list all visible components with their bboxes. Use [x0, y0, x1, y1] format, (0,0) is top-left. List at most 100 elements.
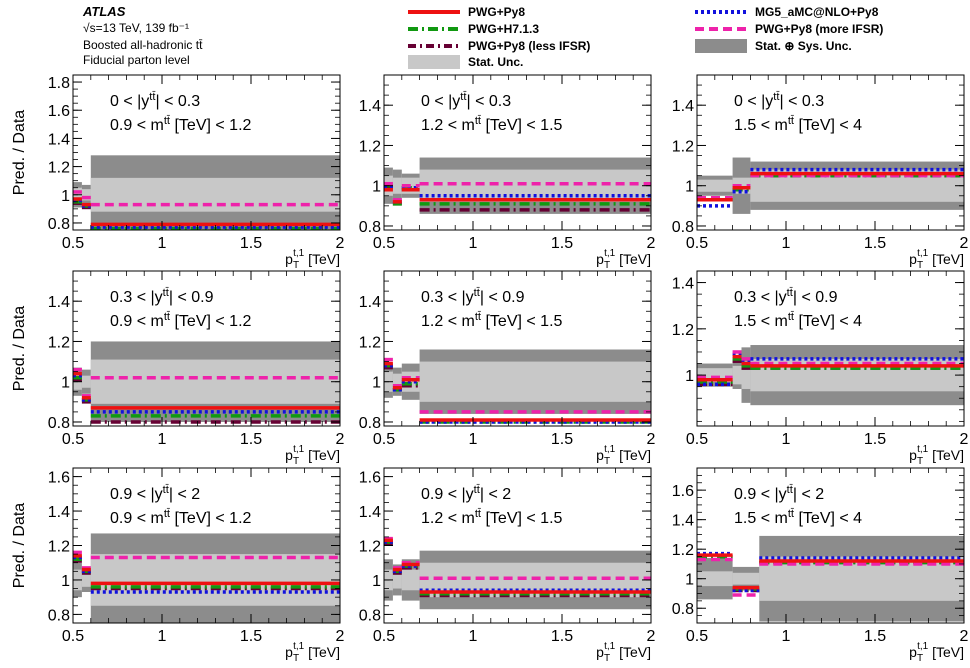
y-tick-label: 1	[685, 368, 694, 385]
annotation-rapidity: 0.9 < |ytt̄| < 2	[734, 484, 824, 503]
y-tick-label: 1	[372, 573, 381, 590]
stat-unc-band	[697, 571, 733, 587]
plot-area	[73, 341, 340, 424]
x-tick-label: 0.5	[62, 628, 84, 645]
x-tick-label: 1.5	[551, 235, 573, 252]
annotation-mass: 1.5 < mtt̄ [TeV] < 4	[734, 508, 862, 527]
atlas-label: ATLAS	[83, 4, 126, 19]
y-tick-label: 1.4	[672, 513, 694, 530]
x-axis-label: pTt,1 [TeV]	[285, 444, 340, 467]
y-axis-label: Pred. / Data	[11, 306, 28, 391]
x-tick-label: 2	[647, 628, 656, 645]
y-tick-label: 1.4	[359, 294, 381, 311]
y-tick-label: 1	[61, 375, 70, 392]
y-tick-label: 1.2	[48, 334, 70, 351]
stat-unc-band	[90, 359, 340, 404]
plot-frame	[383, 74, 652, 231]
plot-frame	[696, 74, 965, 231]
y-tick-label: 1.4	[672, 98, 694, 115]
y-tick-label: 1.2	[672, 322, 694, 339]
x-axis-label: pTt,1 [TeV]	[285, 641, 340, 664]
y-tick-label: 1.6	[359, 470, 381, 487]
legend-label: PWG+Py8 (less IFSR)	[468, 39, 591, 53]
x-tick-label: 0.5	[686, 628, 708, 645]
legend-swatch-less-ifsr	[408, 44, 460, 48]
y-tick-label: 1.2	[359, 539, 381, 556]
y-tick-label: 0.8	[359, 219, 381, 236]
x-tick-label: 1	[158, 628, 167, 645]
y-tick-label: 1.4	[359, 98, 381, 115]
x-tick-label: 0.5	[62, 235, 84, 252]
y-tick-label: 1	[372, 179, 381, 196]
plot-frame	[696, 270, 965, 427]
y-axis-label: Pred. / Data	[11, 110, 28, 195]
annotation-mass: 0.9 < mtt̄ [TeV] < 1.2	[110, 508, 252, 527]
y-tick-label: 1.4	[672, 276, 694, 293]
y-tick-label: 0.8	[359, 415, 381, 432]
plot-area	[73, 533, 340, 623]
plot-area	[697, 157, 964, 214]
legend-label: PWG+Py8 (more IFSR)	[755, 22, 884, 36]
plot-area	[697, 535, 964, 622]
x-tick-label: 1	[469, 431, 478, 448]
x-tick-label: 0.5	[686, 431, 708, 448]
stat-unc-band	[697, 179, 733, 192]
x-axis-label: pTt,1 [TeV]	[596, 248, 651, 271]
annotation-mass: 0.9 < mtt̄ [TeV] < 1.2	[110, 311, 252, 330]
legend-label: PWG+Py8	[468, 5, 526, 19]
y-tick-label: 1.8	[48, 75, 70, 92]
stat-unc-band	[81, 573, 91, 587]
annotation-mass: 1.5 < mtt̄ [TeV] < 4	[734, 311, 862, 330]
stat-unc-band	[741, 361, 751, 389]
legend-label: PWG+H7.1.3	[468, 22, 540, 36]
y-tick-label: 1	[372, 375, 381, 392]
x-tick-label: 1.5	[551, 628, 573, 645]
x-tick-label: 2	[960, 235, 969, 252]
stat-unc-band	[401, 569, 420, 591]
legend-swatch-mg5	[695, 10, 747, 14]
x-tick-label: 0.5	[62, 431, 84, 448]
stat-unc-band	[90, 177, 340, 212]
y-tick-label: 0.8	[672, 219, 694, 236]
plot-frame	[383, 270, 652, 427]
y-tick-label: 1	[685, 572, 694, 589]
x-tick-label: 1.5	[864, 628, 886, 645]
stat-unc-band	[81, 189, 91, 201]
y-tick-label: 1.2	[359, 334, 381, 351]
annotation-rapidity: 0.9 < |ytt̄| < 2	[421, 484, 511, 503]
legend-swatch-pwg-h7	[408, 27, 460, 31]
plot-area	[73, 155, 340, 230]
x-tick-label: 1	[782, 235, 791, 252]
x-tick-label: 2	[960, 431, 969, 448]
annotation-rapidity: 0.3 < |ytt̄| < 0.9	[421, 287, 525, 306]
annotation-mass: 1.2 < mtt̄ [TeV] < 1.5	[421, 115, 563, 134]
stat-unc-band	[419, 361, 651, 402]
y-tick-label: 1	[61, 188, 70, 205]
annotation-rapidity: 0.9 < |ytt̄| < 2	[110, 484, 200, 503]
x-axis-label: pTt,1 [TeV]	[909, 248, 964, 271]
y-tick-label: 1.2	[672, 138, 694, 155]
legend-label: Stat. ⊕ Sys. Unc.	[755, 39, 852, 53]
y-tick-label: 1.6	[48, 470, 70, 487]
stat-unc-band	[392, 571, 402, 589]
x-tick-label: 2	[336, 431, 345, 448]
x-tick-label: 2	[960, 628, 969, 645]
y-tick-label: 1	[685, 179, 694, 196]
plot-area	[384, 349, 651, 424]
x-tick-label: 0.5	[373, 628, 395, 645]
y-tick-label: 0.8	[48, 415, 70, 432]
annotation-mass: 1.5 < mtt̄ [TeV] < 4	[734, 115, 862, 134]
x-tick-label: 1	[782, 431, 791, 448]
y-axis-label: Pred. / Data	[11, 503, 28, 588]
y-tick-label: 0.8	[359, 607, 381, 624]
plot-frame	[696, 467, 965, 624]
x-tick-label: 0.5	[373, 235, 395, 252]
